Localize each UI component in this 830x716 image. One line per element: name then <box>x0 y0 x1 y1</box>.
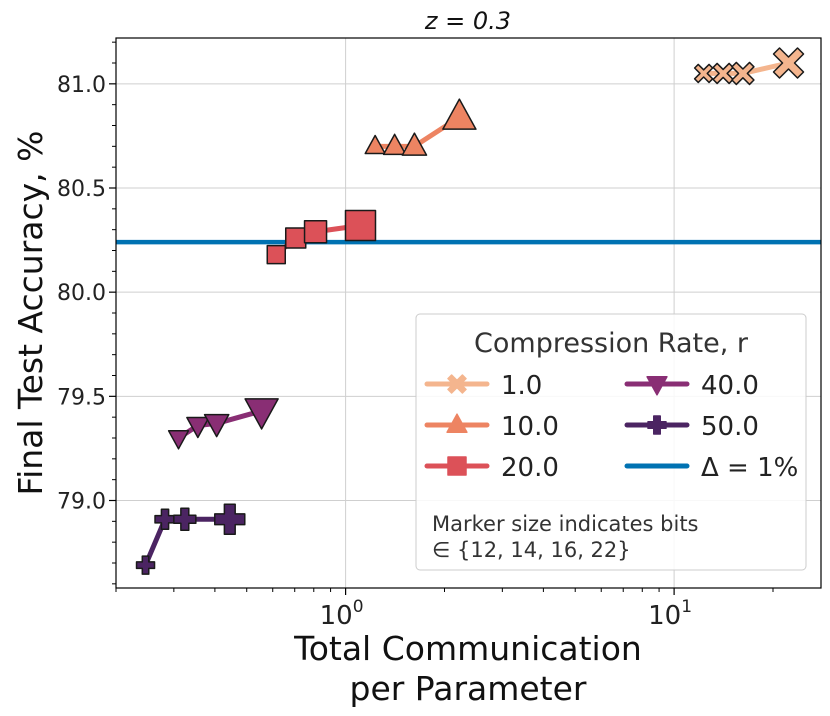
y-tick-label: 80.5 <box>57 177 106 202</box>
grid <box>116 38 821 588</box>
series-group <box>135 47 805 575</box>
legend-marker-10.0 <box>446 413 468 433</box>
x-axis-label-line2: per Parameter <box>350 669 587 708</box>
data-point-10.0 <box>442 98 477 130</box>
data-point-50.0 <box>154 508 176 530</box>
legend-label-20.0: 20.0 <box>501 453 559 483</box>
y-tick-label: 79.5 <box>57 385 106 410</box>
legend-marker-40.0 <box>646 376 668 396</box>
legend-label-50.0: 50.0 <box>701 412 759 442</box>
data-point-20.0 <box>266 244 287 265</box>
data-point-10.0 <box>401 132 428 156</box>
legend-marker-shape <box>647 415 667 435</box>
series-line-10.0 <box>372 114 462 149</box>
legend-label-10.0: 10.0 <box>501 412 559 442</box>
data-point-20.0 <box>284 227 307 249</box>
ticks: 79.0 79.5 80.0 80.5 81.0 100 101 <box>57 41 774 631</box>
data-point-10.0 <box>382 133 407 156</box>
data-point-40.0 <box>167 430 190 450</box>
legend-marker-20.0 <box>447 456 467 476</box>
data-point-1.0 <box>712 62 734 85</box>
data-point-40.0 <box>244 398 279 430</box>
legend: Compression Rate, r 1.0 10.0 20.0 40.0 50.0 Δ… <box>415 313 807 571</box>
data-point-10.0 <box>364 134 386 155</box>
y-tick-label: 81.0 <box>57 73 106 98</box>
legend-note-line2: ∈ {12, 14, 16, 22} <box>432 538 631 562</box>
legend-marker-shape <box>446 413 468 433</box>
chart-title: z = 0.3 <box>424 7 511 35</box>
data-point-1.0 <box>693 63 714 84</box>
data-point-20.0 <box>303 220 328 244</box>
data-point-50.0 <box>173 507 197 531</box>
data-point-1.0 <box>772 47 805 79</box>
legend-marker-50.0 <box>647 415 667 435</box>
legend-box <box>415 313 807 571</box>
x-tick-label: 100 <box>320 597 364 631</box>
data-point-1.0 <box>731 61 755 86</box>
y-axis-label: Final Test Accuracy, % <box>11 130 50 495</box>
data-point-40.0 <box>186 416 210 439</box>
legend-note-line1: Marker size indicates bits <box>432 512 699 536</box>
legend-label-40.0: 40.0 <box>701 371 759 401</box>
legend-marker-shape <box>447 456 467 476</box>
x-axis-label-line1: Total Communication <box>293 629 642 668</box>
y-tick-label: 79.0 <box>57 490 106 515</box>
x-tick-label: 101 <box>648 597 692 631</box>
data-point-40.0 <box>203 413 230 438</box>
series-line-1.0 <box>701 60 792 76</box>
data-point-50.0 <box>135 555 156 575</box>
legend-marker-shape <box>447 374 467 394</box>
legend-title: Compression Rate, r <box>474 328 749 359</box>
legend-marker-1.0 <box>447 374 467 394</box>
legend-marker-shape <box>646 376 668 396</box>
data-point-50.0 <box>214 503 246 535</box>
legend-label-1.0: 1.0 <box>501 371 542 401</box>
data-point-20.0 <box>344 209 377 242</box>
y-tick-label: 80.0 <box>57 281 106 306</box>
legend-label-Δ = 1%: Δ = 1% <box>701 453 798 483</box>
